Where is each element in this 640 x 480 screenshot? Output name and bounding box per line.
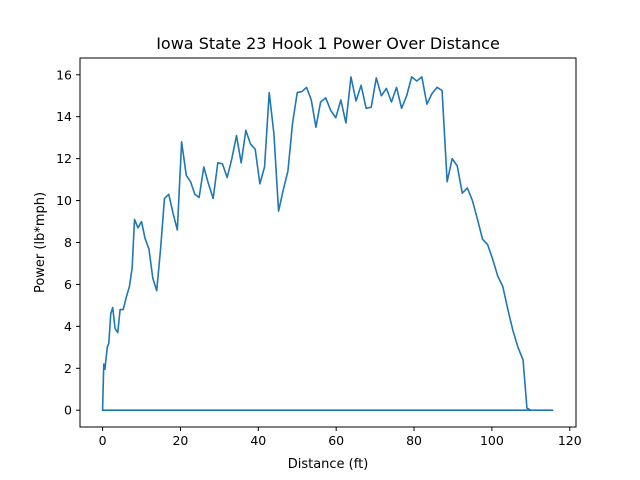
x-axis: 0 20 40 60 80 100 120 [99,427,582,448]
y-tick-label: 14 [56,109,72,124]
plot-area [101,76,554,412]
x-tick-label: 40 [250,433,266,448]
y-tick-label: 4 [64,319,72,334]
y-tick-label: 10 [56,193,72,208]
y-tick-label: 16 [56,67,72,82]
y-tick-label: 12 [56,151,72,166]
x-tick-label: 80 [406,433,422,448]
power-series-line [101,76,554,412]
x-tick-label: 60 [328,433,344,448]
chart-title: Iowa State 23 Hook 1 Power Over Distance [156,34,500,53]
y-axis-label: Power (lb*mph) [33,192,48,293]
y-tick-label: 2 [64,361,72,376]
x-axis-label: Distance (ft) [288,457,369,472]
y-tick-label: 6 [64,277,72,292]
y-tick-label: 8 [64,235,72,250]
x-tick-label: 100 [480,433,504,448]
x-tick-label: 20 [172,433,188,448]
y-axis: 0 2 4 6 8 10 12 14 16 [56,67,80,418]
x-tick-label: 120 [558,433,582,448]
y-tick-label: 0 [64,403,72,418]
plot-frame [79,57,577,428]
x-tick-label: 0 [99,433,107,448]
